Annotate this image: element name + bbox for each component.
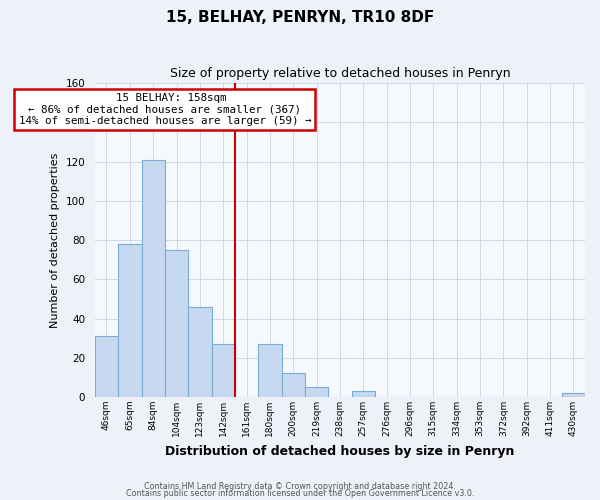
Title: Size of property relative to detached houses in Penryn: Size of property relative to detached ho… [170, 68, 510, 80]
Y-axis label: Number of detached properties: Number of detached properties [50, 152, 60, 328]
Bar [95, 336, 118, 397]
X-axis label: Distribution of detached houses by size in Penryn: Distribution of detached houses by size … [165, 444, 515, 458]
Text: 15 BELHAY: 158sqm
← 86% of detached houses are smaller (367)
14% of semi-detache: 15 BELHAY: 158sqm ← 86% of detached hous… [19, 93, 311, 126]
Text: 15, BELHAY, PENRYN, TR10 8DF: 15, BELHAY, PENRYN, TR10 8DF [166, 10, 434, 25]
Bar [188, 307, 212, 397]
Bar [562, 393, 585, 397]
Bar [258, 344, 281, 397]
Text: Contains public sector information licensed under the Open Government Licence v3: Contains public sector information licen… [126, 488, 474, 498]
Bar [305, 387, 328, 397]
Bar [165, 250, 188, 397]
Bar [352, 391, 375, 397]
Text: Contains HM Land Registry data © Crown copyright and database right 2024.: Contains HM Land Registry data © Crown c… [144, 482, 456, 491]
Bar [281, 374, 305, 397]
Bar [142, 160, 165, 397]
Bar [118, 244, 142, 397]
Bar [212, 344, 235, 397]
